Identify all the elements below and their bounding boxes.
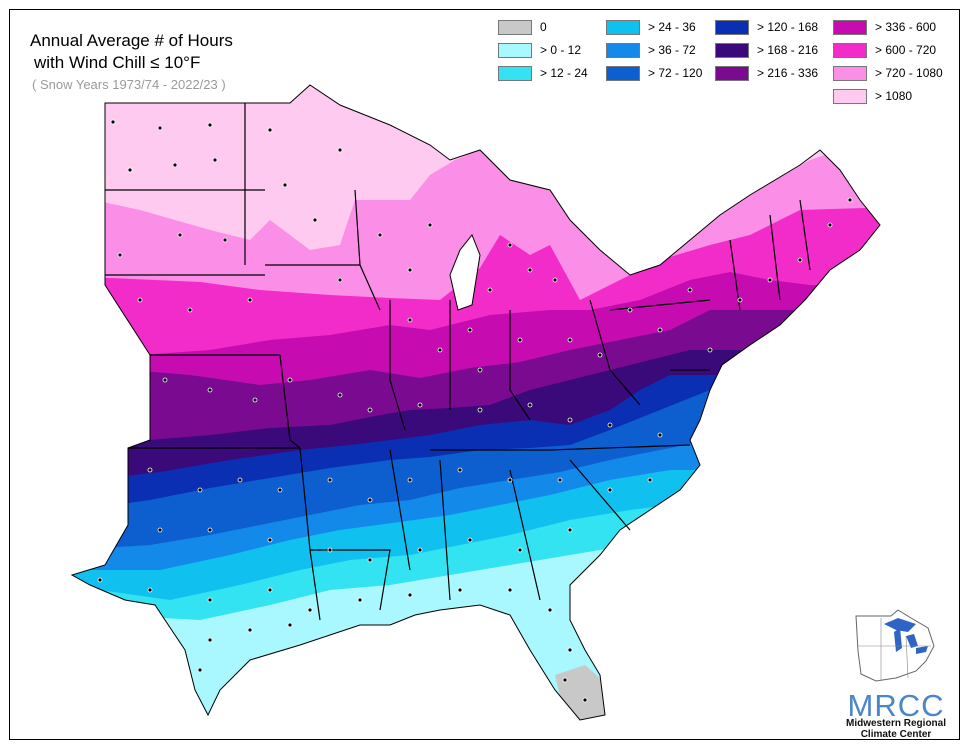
legend-swatch [833,89,867,104]
land-outline [70,84,881,721]
map-frame: Annual Average # of Hours with Wind Chil… [9,9,960,740]
legend-swatch [833,66,867,81]
map-title-line2: with Wind Chill ≤ 10°F [34,53,201,72]
legend-label: > 720 - 1080 [875,66,943,80]
legend-label: > 600 - 720 [875,43,937,57]
mrcc-logo: MRCC Midwestern Regional Climate Center [836,606,956,740]
legend-swatch [833,20,867,35]
legend-label: > 0 - 12 [540,43,582,57]
logo-line2: Climate Center [860,729,932,740]
logo-acronym: MRCC [847,688,945,723]
logo-line1: Midwestern Regional [845,718,946,729]
state-borders [105,103,811,621]
legend-swatch [715,20,749,35]
legend-label: > 36 - 72 [648,43,696,57]
station-points [97,119,853,703]
legend-swatch [833,43,867,58]
legend-label: > 12 - 24 [540,66,588,80]
wind-chill-map [10,10,959,739]
legend-swatch [498,66,532,81]
legend-label: 0 [540,20,547,34]
midwest-region-icon [855,609,935,682]
legend-label: > 216 - 336 [757,66,819,80]
legend-swatch [606,43,640,58]
legend-label: > 1080 [875,89,913,103]
legend-label: > 120 - 168 [757,20,819,34]
map-title-line1: Annual Average # of Hours [30,31,233,50]
legend-swatch [498,20,532,35]
legend-label: > 336 - 600 [875,20,937,34]
legend-label: > 168 - 216 [757,43,819,57]
map-subtitle: ( Snow Years 1973/74 - 2022/23 ) [32,77,226,92]
band-zero [555,665,610,720]
legend-swatch [498,43,532,58]
legend-swatch [715,66,749,81]
legend-swatch [606,66,640,81]
legend-swatch [606,20,640,35]
lake-michigan [449,234,481,311]
legend-label: > 24 - 36 [648,20,696,34]
legend-label: > 72 - 120 [648,66,703,80]
legend-swatch [715,43,749,58]
